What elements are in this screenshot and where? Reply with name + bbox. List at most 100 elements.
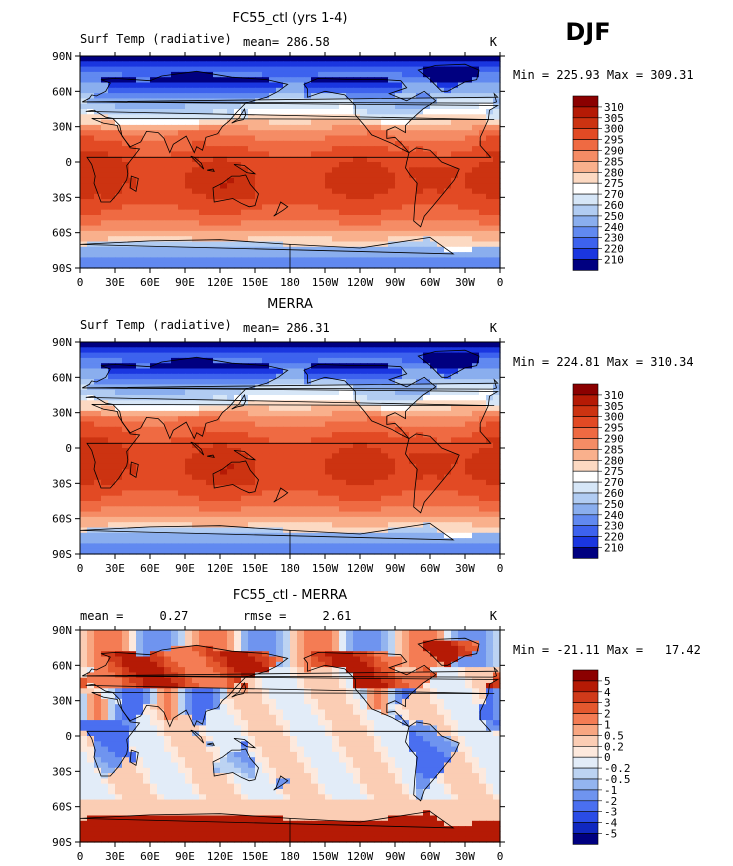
map-cell xyxy=(451,400,459,407)
map-cell xyxy=(339,230,347,237)
map-cell xyxy=(185,77,193,84)
map-cell xyxy=(150,522,158,529)
map-cell xyxy=(409,363,417,370)
map-cell xyxy=(101,410,109,417)
map-cell xyxy=(276,516,284,523)
coastline xyxy=(207,454,215,458)
map-cell xyxy=(115,82,123,89)
map-cell xyxy=(318,130,326,137)
map-cell xyxy=(94,167,102,174)
map-cell xyxy=(276,363,284,370)
map-cell xyxy=(325,177,333,184)
map-cell xyxy=(122,71,130,78)
map-cell xyxy=(185,183,193,190)
map-cell xyxy=(164,347,172,354)
map-cell xyxy=(339,61,347,68)
map-cell xyxy=(157,124,165,131)
map-cell xyxy=(353,124,361,131)
map-cell xyxy=(143,532,151,539)
map-cell xyxy=(332,124,340,131)
map-cell xyxy=(458,442,466,449)
map-cell xyxy=(367,453,375,460)
map-cell xyxy=(493,225,501,232)
map-cell xyxy=(430,352,438,359)
map-cell xyxy=(269,66,277,73)
map-cell xyxy=(311,453,319,460)
map-cell xyxy=(115,437,123,444)
map-cell xyxy=(164,209,172,216)
map-cell xyxy=(157,167,165,174)
map-cell xyxy=(157,548,165,555)
map-cell xyxy=(220,109,228,115)
map-cell xyxy=(346,162,354,168)
map-cell xyxy=(101,172,109,179)
map-cell xyxy=(101,246,109,253)
map-cell xyxy=(220,56,228,62)
map-cell xyxy=(493,257,501,264)
map-cell xyxy=(234,400,242,407)
map-cell xyxy=(444,389,452,396)
map-cell xyxy=(178,479,186,486)
map-cell xyxy=(164,352,172,359)
map-cell xyxy=(486,230,494,237)
map-cell xyxy=(199,363,207,370)
map-cell xyxy=(395,522,403,529)
map-cell xyxy=(437,93,445,99)
map-cell xyxy=(353,183,361,190)
map-cell xyxy=(150,119,158,126)
map-cell xyxy=(472,469,480,476)
map-cell xyxy=(388,172,396,179)
map-cell xyxy=(367,432,375,438)
map-cell xyxy=(297,463,305,470)
map-cell xyxy=(381,474,389,481)
map-cell xyxy=(164,183,172,190)
map-cell xyxy=(374,230,382,237)
map-cell xyxy=(122,130,130,137)
map-cell xyxy=(255,410,263,417)
map-cell xyxy=(346,363,354,370)
map-cell xyxy=(395,479,403,486)
map-cell xyxy=(199,114,207,121)
map-cell xyxy=(94,103,102,110)
map-cell xyxy=(241,204,249,211)
map-cell xyxy=(381,432,389,438)
map-cell xyxy=(241,448,249,454)
map-cell xyxy=(402,135,410,142)
map-cell xyxy=(360,357,368,364)
map-cell xyxy=(206,156,214,163)
map-cell xyxy=(122,209,130,216)
map-cell xyxy=(276,98,284,105)
map-cell xyxy=(311,410,319,417)
y-tick-label: 90N xyxy=(52,50,72,63)
map-cell xyxy=(318,363,326,370)
map-cell xyxy=(395,485,403,491)
map-cell xyxy=(150,490,158,497)
map-cell xyxy=(234,183,242,190)
map-cell xyxy=(479,204,487,211)
map-cell xyxy=(465,156,473,163)
map-cell xyxy=(115,463,123,470)
map-cell xyxy=(143,538,151,544)
map-cell xyxy=(465,140,473,147)
map-cell xyxy=(108,204,116,211)
map-cell xyxy=(178,458,186,465)
map-cell xyxy=(192,135,200,142)
map-cell xyxy=(416,193,424,200)
map-cell xyxy=(171,246,179,253)
map-cell xyxy=(192,400,200,407)
map-cell xyxy=(129,448,137,454)
map-cell xyxy=(374,516,382,523)
map-cell xyxy=(395,352,403,359)
map-cell xyxy=(143,177,151,184)
map-cell xyxy=(178,532,186,539)
map-cell xyxy=(388,516,396,523)
map-cell xyxy=(220,162,228,168)
map-cell xyxy=(255,209,263,216)
map-cell xyxy=(255,448,263,454)
map-cell xyxy=(185,426,193,433)
map-cell xyxy=(430,501,438,507)
map-cell xyxy=(423,236,431,243)
map-cell xyxy=(437,522,445,529)
map-cell xyxy=(374,236,382,243)
map-cell xyxy=(479,474,487,481)
